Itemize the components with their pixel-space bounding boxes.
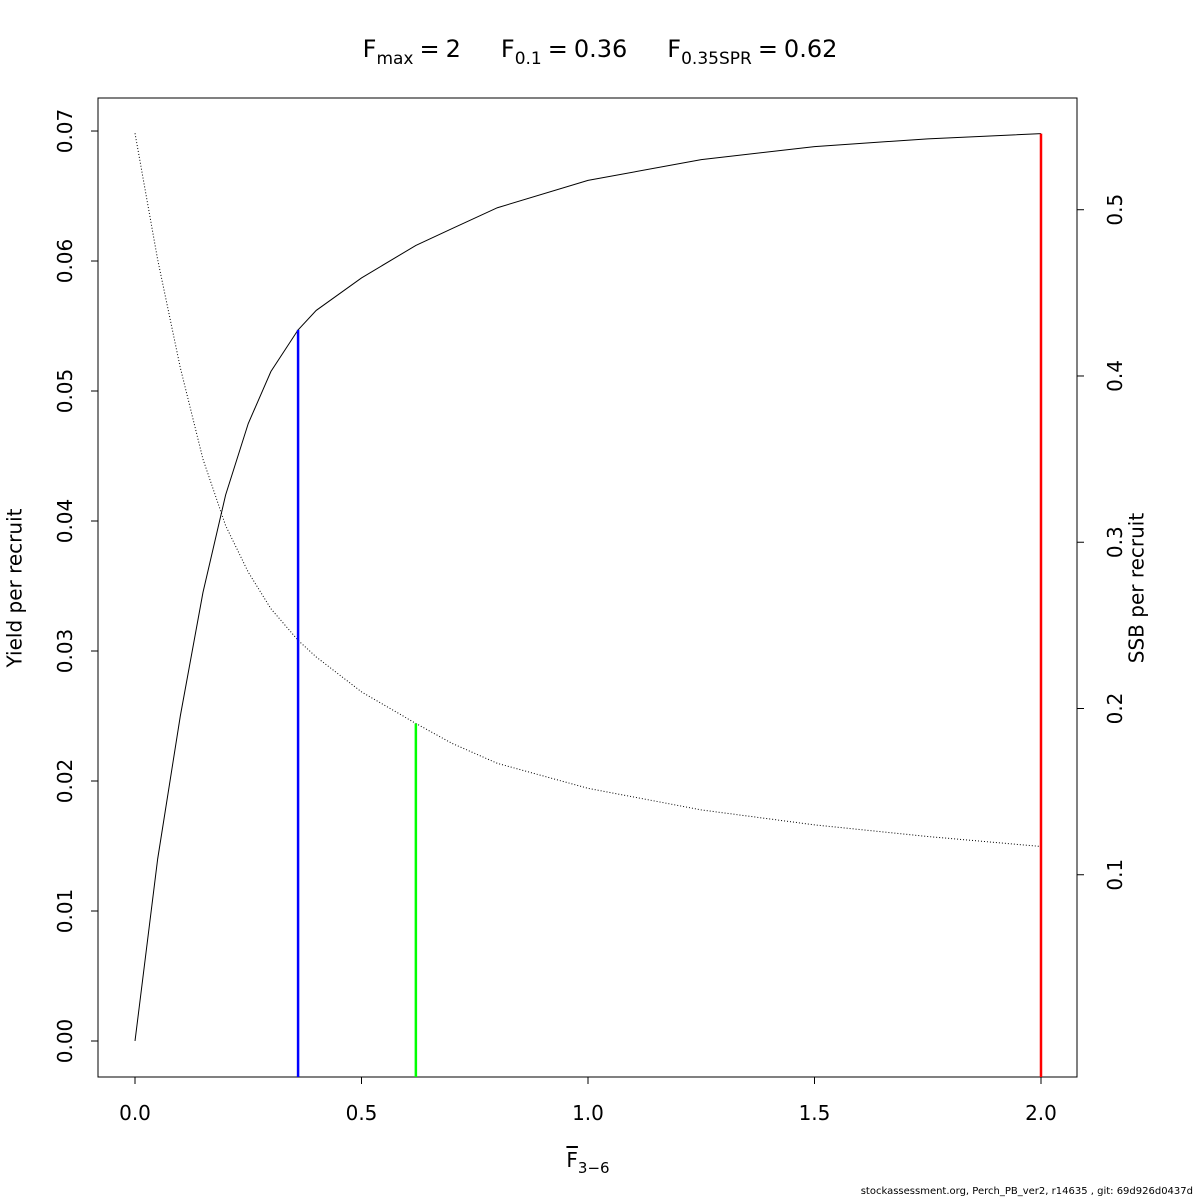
- title-value: 2: [446, 35, 461, 63]
- y2-tick-label: 0.3: [1103, 526, 1127, 558]
- y2-axis-label: SSB per recruit: [1125, 513, 1149, 664]
- x-tick-label: 1.0: [572, 1101, 604, 1125]
- title-relation: =: [548, 35, 568, 63]
- x-tick-label: 0.5: [346, 1101, 378, 1125]
- x-tick-label: 2.0: [1025, 1101, 1057, 1125]
- y2-tick-label: 0.5: [1103, 194, 1127, 226]
- x-tick-label: 1.5: [799, 1101, 831, 1125]
- y2-tick-label: 0.2: [1103, 693, 1127, 725]
- y-tick-label: 0.02: [53, 759, 77, 804]
- title-subscript: 0.1: [515, 49, 542, 69]
- y2-tick-label: 0.1: [1103, 859, 1127, 891]
- plot-frame: [97, 97, 1078, 1078]
- title-subscript: max: [376, 49, 413, 69]
- footer: stockassessment.org, Perch_PB_ver2, r146…: [861, 1186, 1193, 1197]
- y-tick-label: 0.07: [53, 109, 77, 154]
- y-tick-label: 0.04: [53, 499, 77, 544]
- x-tick-label: 0.0: [119, 1101, 151, 1125]
- y-tick-label: 0.05: [53, 369, 77, 414]
- y-tick-label: 0.01: [53, 889, 77, 934]
- y2-tick-label: 0.4: [1103, 360, 1127, 392]
- y-axis-label: Yield per recruit: [3, 508, 27, 668]
- y-tick-label: 0.03: [53, 629, 77, 674]
- x-label-subscript: 3−6: [578, 1159, 610, 1177]
- title-value: 0.62: [784, 35, 837, 63]
- curve: [134, 133, 1042, 847]
- title-symbol: F: [501, 35, 515, 63]
- title-relation: =: [758, 35, 778, 63]
- x-label-symbol: F: [566, 1148, 578, 1172]
- title-symbol: F: [363, 35, 377, 63]
- title-symbol: F: [667, 35, 681, 63]
- title-value: 0.36: [574, 35, 627, 63]
- y-tick-label: 0.06: [53, 239, 77, 284]
- chart-title: Fmax = 2 F0.1 = 0.36 F0.35SPR = 0.62: [363, 35, 838, 69]
- y-tick-label: 0.00: [53, 1019, 77, 1064]
- title-subscript: 0.35SPR: [681, 49, 752, 69]
- x-axis-label: F3−6: [566, 1148, 609, 1177]
- curve: [134, 133, 1042, 1042]
- title-relation: =: [419, 35, 439, 63]
